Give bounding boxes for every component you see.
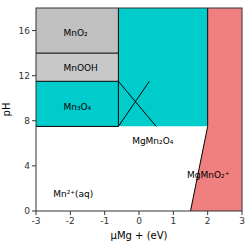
region	[36, 126, 208, 211]
region-label: MgMnO₂⁺	[187, 170, 230, 180]
x-tick	[104, 211, 105, 215]
y-axis-label: pH	[1, 103, 12, 117]
y-tick	[32, 211, 36, 212]
boundary-line	[118, 8, 119, 126]
y-tick-label: 8	[24, 116, 30, 126]
boundary-line	[207, 8, 208, 126]
x-tick-label: -3	[32, 216, 41, 226]
x-tick	[242, 211, 243, 215]
plot-frame	[36, 8, 242, 211]
x-tick-label: 1	[170, 216, 176, 226]
x-tick	[173, 211, 174, 215]
region	[191, 8, 243, 211]
region-label: Mn²⁺(aq)	[53, 189, 93, 199]
x-tick-label: 3	[239, 216, 245, 226]
region	[36, 53, 118, 81]
plot-area	[36, 8, 242, 211]
boundary-line	[118, 81, 149, 126]
region	[36, 8, 118, 53]
y-tick	[32, 30, 36, 31]
x-axis-label: μMg + (eV)	[111, 230, 168, 241]
x-tick-label: 2	[205, 216, 211, 226]
x-tick	[139, 211, 140, 215]
x-tick-label: -2	[66, 216, 75, 226]
region-label: MnO₂	[63, 28, 88, 38]
x-tick	[70, 211, 71, 215]
y-tick-label: 12	[19, 71, 30, 81]
y-tick	[32, 75, 36, 76]
x-tick-label: 0	[136, 216, 142, 226]
boundary-line	[36, 53, 118, 54]
region-label: Mn₃O₄	[63, 102, 91, 112]
boundary-line	[36, 81, 118, 82]
region-label: MgMn₂O₄	[132, 136, 174, 146]
boundary-line	[36, 126, 118, 127]
region	[36, 81, 118, 126]
y-tick	[32, 120, 36, 121]
x-tick	[36, 211, 37, 215]
y-tick	[32, 165, 36, 166]
x-tick-label: -1	[100, 216, 109, 226]
y-tick-label: 0	[24, 206, 30, 216]
y-tick-label: 16	[19, 26, 31, 36]
region-label: MnOOH	[63, 63, 97, 73]
region	[118, 8, 207, 126]
boundary-line	[118, 81, 156, 126]
boundary-line	[191, 126, 208, 211]
y-tick-label: 4	[24, 161, 30, 171]
chart: MnO₂ MnOOH Mn₃O₄ MgMn₂O₄ MgMnO₂⁺ Mn²⁺(aq) -3 -2…	[0, 0, 250, 243]
x-tick	[207, 211, 208, 215]
